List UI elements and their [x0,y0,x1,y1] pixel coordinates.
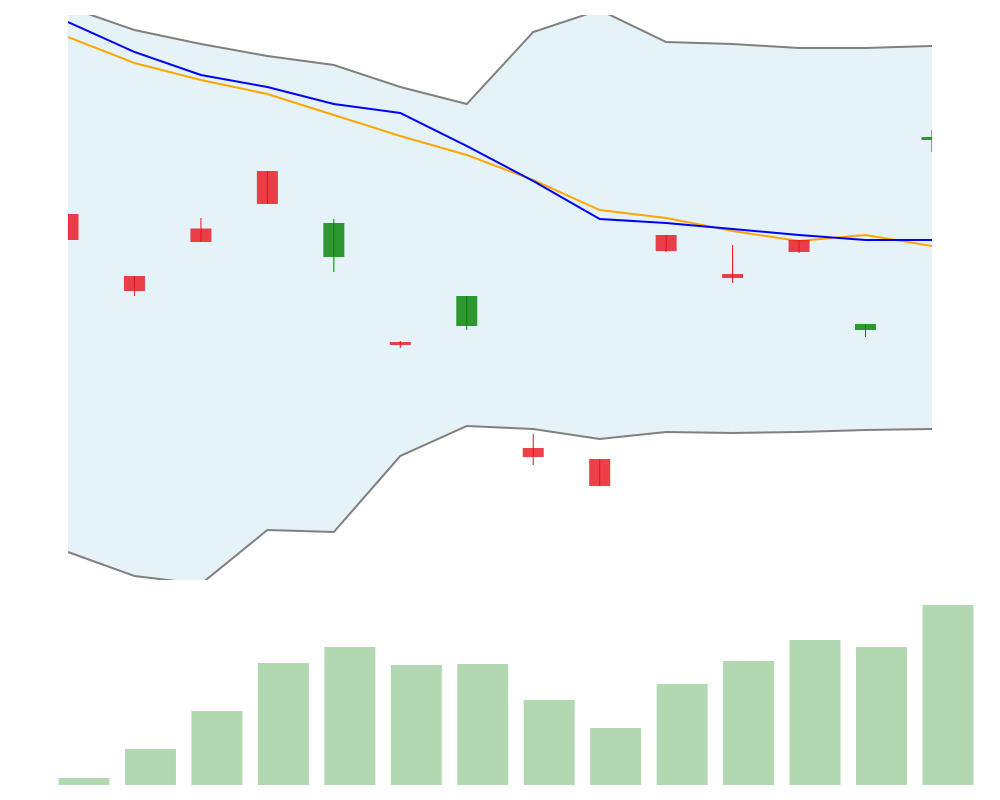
candle [256,171,278,204]
volume-bar [124,749,176,785]
volume-bar [856,647,908,785]
volume-bar [723,661,775,785]
candle-body [921,137,932,140]
candle-body [855,324,877,330]
volume-bar [523,700,575,785]
volume-bar [324,647,376,785]
candle [855,324,877,337]
candle-body [123,276,145,291]
candle-body [655,235,677,251]
candle-body [589,459,611,486]
candle [68,213,79,240]
price-panel [68,15,932,580]
candle [456,296,478,330]
candle-body [522,448,544,457]
candle [589,459,611,486]
candle-body [722,274,744,278]
candle [788,240,810,253]
lower-band-line [68,424,932,580]
fast-ma-line [68,21,932,241]
candle [389,341,411,348]
volume-bar [257,663,309,785]
candle [921,130,932,152]
volume-bar [390,665,442,785]
volume-bar [191,711,243,785]
candle-body [323,223,345,257]
volume-bar [922,605,974,785]
volume-bar [590,728,642,785]
volume-bar [457,664,509,785]
candle-body [190,228,212,242]
candle-body [256,171,278,204]
candle [190,218,212,242]
band-fill [68,15,932,580]
volume-bar [656,684,708,785]
upper-band-line [88,15,932,106]
candle [522,434,544,465]
volume-bar [58,778,110,785]
candle-body [788,240,810,252]
candle-body [68,214,79,240]
candle [655,235,677,252]
volume-bar [789,640,841,785]
candle-body [456,296,478,326]
candle [722,245,744,283]
candle [323,219,345,272]
candle [123,276,145,296]
slow-ma-line [68,36,932,247]
candle-body [389,342,411,345]
volume-panel [58,605,974,785]
